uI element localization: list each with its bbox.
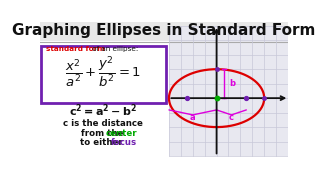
Text: to either: to either: [80, 138, 126, 147]
Text: standard form: standard form: [46, 46, 105, 52]
Text: c is the distance: c is the distance: [63, 119, 143, 128]
Text: b: b: [230, 79, 236, 88]
Text: $\dfrac{x^2}{a^2} + \dfrac{y^2}{b^2} = 1$: $\dfrac{x^2}{a^2} + \dfrac{y^2}{b^2} = 1…: [65, 54, 141, 89]
Text: of an ellipse:: of an ellipse:: [90, 46, 138, 52]
Text: focus: focus: [110, 138, 137, 147]
Text: c: c: [229, 113, 234, 122]
FancyBboxPatch shape: [169, 26, 288, 156]
Text: from the: from the: [81, 129, 126, 138]
FancyBboxPatch shape: [40, 22, 288, 41]
FancyBboxPatch shape: [41, 46, 166, 103]
Text: $\mathbf{c^2 = a^2 - b^2}$: $\mathbf{c^2 = a^2 - b^2}$: [69, 103, 137, 119]
Text: center: center: [106, 129, 138, 138]
Text: a: a: [190, 113, 196, 122]
Text: Graphing Ellipses in Standard Form: Graphing Ellipses in Standard Form: [12, 23, 316, 38]
